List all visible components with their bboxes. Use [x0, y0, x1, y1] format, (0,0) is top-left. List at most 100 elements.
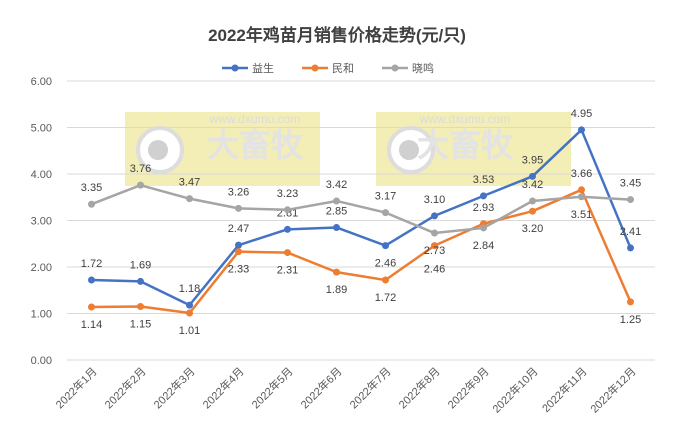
- x-tick-label: 2022年10月: [489, 364, 540, 415]
- data-point: [284, 225, 291, 233]
- data-point: [480, 224, 487, 232]
- watermark-url: www.dxumu.com: [209, 112, 301, 126]
- data-label: 3.17: [375, 191, 396, 203]
- legend-label: 民和: [332, 62, 354, 75]
- data-label: 2.31: [277, 265, 298, 277]
- x-tick-label: 2022年9月: [445, 364, 492, 411]
- data-point: [186, 309, 193, 317]
- data-label: 2.46: [375, 258, 396, 270]
- data-point: [235, 241, 242, 249]
- gridlines: [67, 80, 655, 361]
- series-line: [91, 183, 631, 235]
- data-point: [529, 172, 536, 180]
- series-line: [91, 128, 632, 307]
- data-label: 1.15: [130, 319, 151, 331]
- data-point: [333, 268, 340, 276]
- x-axis: 2022年1月 2022年2月 2022年3月 2022年4月 2022年5月 2022年…: [53, 364, 639, 415]
- data-point: [137, 277, 144, 285]
- watermark-brand: 大畜牧: [207, 127, 304, 163]
- chart-title: 2022年鸡苗月销售价格走势(元/只): [208, 25, 466, 45]
- x-tick-label: 2022年4月: [200, 364, 247, 411]
- y-tick-label: 3.00: [31, 216, 52, 228]
- legend-label: 晓鸣: [412, 61, 434, 75]
- x-tick-label: 2022年2月: [102, 364, 149, 411]
- data-label: 3.20: [522, 223, 543, 235]
- data-label: 2.46: [424, 264, 445, 276]
- data-point: [382, 242, 389, 250]
- watermark-url: www.dxumu.com: [419, 112, 511, 126]
- data-point: [578, 193, 585, 201]
- series-group: 1.72 1.691.182.472.81 2.852.463.103.533.95…: [81, 108, 641, 337]
- series-益生: 1.72 1.691.182.472.81 2.852.463.103.533.95…: [81, 108, 641, 309]
- legend-marker: [231, 64, 239, 72]
- watermark-logo-dot: [399, 140, 419, 160]
- data-label: 1.14: [81, 319, 102, 331]
- watermark-logo-dot: [148, 140, 168, 160]
- data-label: 3.26: [228, 186, 249, 198]
- x-tick-label: 2022年5月: [249, 364, 296, 411]
- series-晓鸣: 3.35 3.76 3.47 3.26 3.23 3.42 3.17 2.73 2.84 3.42…: [81, 163, 641, 257]
- data-point: [578, 186, 585, 194]
- data-point: [333, 223, 340, 231]
- y-tick-label: 2.00: [31, 262, 52, 274]
- data-point: [431, 212, 438, 220]
- data-label: 1.01: [179, 325, 200, 337]
- data-label: 2.33: [228, 264, 249, 276]
- data-label: 2.85: [326, 205, 347, 217]
- series-line: [91, 188, 632, 315]
- data-label: 3.51: [571, 209, 592, 221]
- x-tick-label: 2022年6月: [298, 364, 345, 411]
- data-point: [186, 301, 193, 309]
- x-tick-label: 2022年1月: [53, 364, 100, 411]
- data-point: [480, 192, 487, 200]
- data-label: 3.66: [571, 168, 592, 180]
- data-point: [333, 197, 340, 205]
- data-point: [88, 276, 95, 284]
- y-axis: 0.00 1.00 2.00 3.00 4.00 5.00 6.00: [31, 76, 52, 367]
- y-tick-label: 0.00: [31, 355, 52, 367]
- data-point: [137, 181, 144, 189]
- data-label: 1.18: [179, 283, 200, 295]
- data-label: 3.23: [277, 188, 298, 200]
- data-label: 1.89: [326, 284, 347, 296]
- data-label: 1.25: [620, 314, 641, 326]
- series-民和: 1.14 1.15 1.01 2.33 2.31 1.89 1.72 2.46 2.93 3.20…: [81, 168, 641, 337]
- data-point: [235, 204, 242, 212]
- data-label: 3.76: [130, 163, 151, 175]
- data-label: 2.41: [620, 226, 641, 238]
- data-label: 3.47: [179, 177, 200, 189]
- data-label: 2.84: [473, 240, 494, 252]
- x-tick-label: 2022年8月: [396, 364, 443, 411]
- data-point: [627, 298, 634, 306]
- data-label: 1.72: [81, 258, 102, 270]
- x-tick-label: 2022年3月: [151, 364, 198, 411]
- data-label: 1.69: [130, 259, 151, 271]
- data-point: [137, 303, 144, 311]
- y-tick-label: 1.00: [31, 309, 52, 321]
- data-label: 3.53: [473, 174, 494, 186]
- data-point: [382, 276, 389, 284]
- data-point: [529, 207, 536, 215]
- legend: 益生 民和 晓鸣: [222, 61, 434, 75]
- data-point: [529, 197, 536, 205]
- legend-marker: [391, 64, 399, 72]
- data-point: [284, 206, 291, 214]
- legend-marker: [311, 64, 319, 72]
- watermark-brand: 大畜牧: [417, 127, 514, 163]
- y-tick-label: 6.00: [31, 76, 52, 88]
- data-point: [88, 303, 95, 311]
- data-label: 2.93: [473, 202, 494, 214]
- data-label: 1.72: [375, 292, 396, 304]
- x-tick-label: 2022年12月: [587, 364, 638, 415]
- data-point: [382, 209, 389, 217]
- data-label: 3.95: [522, 154, 543, 166]
- data-point: [186, 195, 193, 203]
- data-point: [431, 229, 438, 237]
- data-point: [627, 244, 634, 252]
- data-point: [284, 249, 291, 257]
- data-label: 3.42: [522, 179, 543, 191]
- y-tick-label: 5.00: [31, 123, 52, 135]
